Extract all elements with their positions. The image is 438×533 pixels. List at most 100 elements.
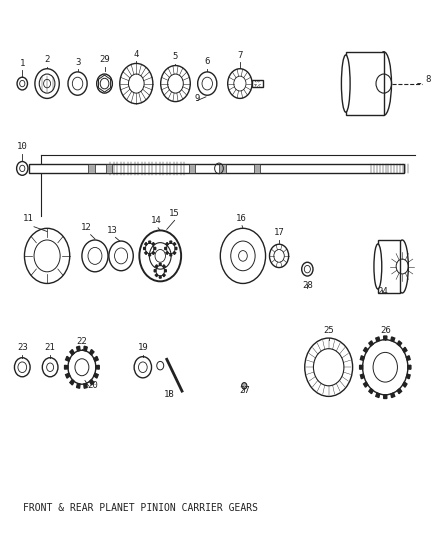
Polygon shape bbox=[364, 382, 368, 387]
Polygon shape bbox=[96, 365, 99, 369]
Polygon shape bbox=[173, 243, 176, 245]
Polygon shape bbox=[163, 274, 165, 277]
Polygon shape bbox=[166, 243, 168, 245]
Polygon shape bbox=[155, 274, 158, 277]
Polygon shape bbox=[360, 365, 363, 369]
Polygon shape bbox=[90, 350, 94, 355]
Bar bbox=[219, 164, 226, 173]
Polygon shape bbox=[364, 348, 368, 352]
Polygon shape bbox=[159, 276, 161, 278]
Polygon shape bbox=[70, 379, 74, 385]
Text: 4: 4 bbox=[134, 50, 139, 59]
Bar bbox=[252, 80, 263, 87]
Text: 29: 29 bbox=[99, 55, 110, 64]
Polygon shape bbox=[159, 263, 161, 265]
Bar bbox=[88, 164, 95, 173]
Polygon shape bbox=[403, 348, 407, 352]
Bar bbox=[188, 164, 195, 173]
Text: 18: 18 bbox=[163, 390, 174, 399]
Text: 21: 21 bbox=[45, 343, 56, 352]
Polygon shape bbox=[397, 389, 402, 394]
Polygon shape bbox=[369, 389, 373, 394]
Text: FRONT & REAR PLANET PINION CARRIER GEARS: FRONT & REAR PLANET PINION CARRIER GEARS bbox=[23, 503, 258, 513]
Text: 28: 28 bbox=[302, 281, 313, 290]
Text: 24: 24 bbox=[377, 287, 388, 296]
Bar bbox=[106, 164, 113, 173]
Polygon shape bbox=[166, 252, 168, 254]
Ellipse shape bbox=[374, 244, 382, 289]
Polygon shape bbox=[360, 374, 364, 379]
Ellipse shape bbox=[341, 55, 350, 112]
Polygon shape bbox=[170, 241, 172, 243]
Text: 23: 23 bbox=[17, 343, 28, 352]
Polygon shape bbox=[173, 252, 176, 254]
Text: 14: 14 bbox=[151, 216, 161, 225]
Text: 16: 16 bbox=[235, 214, 246, 223]
Polygon shape bbox=[163, 265, 165, 268]
Polygon shape bbox=[90, 379, 94, 385]
Polygon shape bbox=[376, 393, 380, 398]
Polygon shape bbox=[165, 247, 166, 249]
Text: 3: 3 bbox=[75, 58, 80, 67]
Polygon shape bbox=[397, 341, 402, 346]
Polygon shape bbox=[408, 365, 411, 369]
Text: 10: 10 bbox=[17, 142, 28, 151]
Text: 2: 2 bbox=[44, 55, 50, 64]
Polygon shape bbox=[84, 346, 87, 351]
Polygon shape bbox=[170, 254, 172, 256]
Bar bbox=[254, 164, 260, 173]
Text: 7: 7 bbox=[237, 51, 243, 60]
Text: 1: 1 bbox=[20, 59, 25, 68]
Polygon shape bbox=[360, 356, 364, 360]
Polygon shape bbox=[165, 270, 166, 272]
Bar bbox=[346, 52, 384, 115]
Polygon shape bbox=[175, 247, 177, 249]
Polygon shape bbox=[84, 383, 87, 388]
Polygon shape bbox=[384, 336, 387, 340]
Polygon shape bbox=[145, 252, 147, 254]
Bar bbox=[378, 240, 400, 293]
Text: 22: 22 bbox=[77, 337, 87, 346]
Text: 8: 8 bbox=[426, 75, 431, 84]
Polygon shape bbox=[384, 395, 387, 399]
Polygon shape bbox=[94, 357, 98, 361]
Circle shape bbox=[242, 383, 247, 389]
Polygon shape bbox=[391, 337, 395, 342]
Polygon shape bbox=[94, 373, 98, 378]
Polygon shape bbox=[406, 356, 410, 360]
Polygon shape bbox=[391, 393, 395, 398]
Polygon shape bbox=[66, 373, 70, 378]
Text: 13: 13 bbox=[107, 225, 118, 235]
Text: 20: 20 bbox=[88, 381, 98, 390]
Polygon shape bbox=[149, 254, 151, 256]
Polygon shape bbox=[369, 341, 373, 346]
Polygon shape bbox=[64, 365, 68, 369]
Polygon shape bbox=[144, 247, 145, 249]
Text: 27: 27 bbox=[239, 386, 250, 395]
Polygon shape bbox=[376, 337, 380, 342]
Text: 11: 11 bbox=[23, 214, 34, 223]
Polygon shape bbox=[145, 243, 147, 245]
Text: 5: 5 bbox=[173, 52, 178, 61]
Text: 15: 15 bbox=[169, 209, 180, 217]
Text: 19: 19 bbox=[138, 343, 148, 352]
Polygon shape bbox=[403, 382, 407, 387]
Bar bbox=[29, 164, 404, 173]
Text: 12: 12 bbox=[81, 223, 92, 232]
Text: 6: 6 bbox=[205, 57, 210, 66]
Polygon shape bbox=[154, 270, 156, 272]
Polygon shape bbox=[149, 241, 151, 243]
Polygon shape bbox=[77, 383, 80, 388]
Polygon shape bbox=[77, 346, 80, 351]
Polygon shape bbox=[66, 357, 70, 361]
Polygon shape bbox=[152, 252, 155, 254]
Polygon shape bbox=[155, 265, 158, 268]
Polygon shape bbox=[152, 243, 155, 245]
Text: 17: 17 bbox=[274, 228, 284, 237]
Text: 9: 9 bbox=[194, 94, 200, 103]
Polygon shape bbox=[154, 247, 156, 249]
Polygon shape bbox=[406, 374, 410, 379]
Text: 26: 26 bbox=[380, 326, 391, 335]
Polygon shape bbox=[70, 350, 74, 355]
Text: 25: 25 bbox=[323, 326, 334, 335]
